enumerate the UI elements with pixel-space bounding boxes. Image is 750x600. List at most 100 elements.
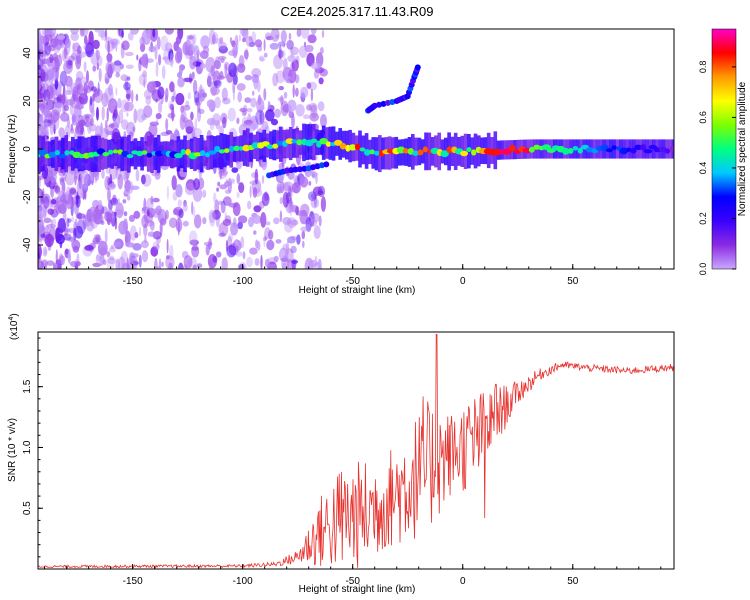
- noise-speck: [89, 117, 94, 126]
- colorbar-frame: [711, 28, 737, 270]
- noise-speck: [248, 216, 254, 228]
- noise-speck: [193, 90, 200, 103]
- noise-speck: [162, 56, 170, 61]
- noise-speck: [40, 191, 44, 206]
- noise-speck: [140, 240, 149, 249]
- noise-speck: [259, 105, 265, 111]
- noise-speck: [90, 171, 94, 182]
- noise-speck: [149, 121, 159, 127]
- noise-speck: [106, 251, 111, 258]
- noise-speck: [161, 65, 166, 80]
- noise-speck: [115, 258, 120, 269]
- noise-speck: [115, 87, 118, 96]
- colorbar-tick-label: 0.4: [698, 162, 708, 175]
- noise-speck: [268, 229, 274, 240]
- noise-speck: [53, 35, 59, 47]
- noise-speck: [70, 127, 75, 134]
- noise-speck: [109, 247, 116, 253]
- noise-speck: [208, 237, 212, 250]
- noise-speck: [126, 194, 131, 201]
- noise-speck: [266, 239, 275, 251]
- band-halo-cell: [645, 139, 649, 159]
- band-core-blob: [224, 148, 230, 154]
- spectrogram-y-label: Frequency (Hz): [7, 115, 18, 184]
- noise-speck: [307, 34, 317, 44]
- noise-speck: [49, 122, 54, 136]
- noise-speck: [70, 261, 78, 267]
- noise-speck: [69, 188, 77, 196]
- colorbar-label: Normalized spectral amplitude: [737, 81, 748, 216]
- noise-speck: [278, 162, 285, 171]
- noise-speck: [112, 241, 122, 247]
- band-core-blob: [112, 149, 119, 154]
- noise-speck: [298, 45, 308, 58]
- noise-speck: [216, 75, 225, 80]
- noise-speck: [168, 217, 178, 229]
- noise-speck: [77, 45, 82, 55]
- noise-speck: [132, 126, 135, 132]
- noise-speck: [143, 210, 154, 224]
- band-core-blob: [509, 144, 516, 152]
- noise-speck: [191, 71, 195, 80]
- noise-speck: [235, 251, 243, 257]
- noise-speck: [282, 39, 285, 47]
- band-core-blob: [605, 148, 613, 153]
- noise-speck: [289, 203, 292, 217]
- noise-speck: [94, 29, 102, 33]
- noise-speck: [136, 54, 139, 61]
- noise-speck: [280, 30, 287, 43]
- band-core-blob: [136, 150, 144, 157]
- noise-speck: [309, 112, 320, 122]
- noise-speck: [75, 218, 78, 228]
- noise-speck: [180, 109, 187, 124]
- noise-speck: [54, 182, 58, 191]
- noise-speck: [38, 175, 44, 181]
- band-core-blob: [460, 150, 469, 157]
- noise-speck: [44, 233, 54, 248]
- branch-blob: [296, 166, 303, 173]
- snr-x-ticks: -150 -100 -50 0 50: [44, 564, 662, 587]
- noise-speck: [306, 82, 312, 89]
- noise-speck: [214, 81, 218, 86]
- noise-speck: [290, 219, 299, 226]
- noise-speck: [292, 84, 295, 98]
- snr-y-multiplier: (x104): [8, 313, 20, 340]
- noise-speck: [222, 116, 227, 129]
- noise-speck: [291, 259, 299, 264]
- noise-speck: [192, 206, 196, 217]
- noise-speck: [169, 81, 175, 93]
- band-core-blob: [364, 149, 371, 156]
- noise-speck: [121, 29, 124, 38]
- noise-speck: [92, 65, 97, 72]
- noise-speck: [118, 220, 128, 235]
- noise-speck: [273, 217, 280, 225]
- noise-speck: [143, 197, 147, 214]
- noise-speck: [310, 197, 319, 209]
- band-core-blob: [261, 141, 270, 147]
- noise-speck: [263, 52, 268, 58]
- band-core-blob: [291, 139, 298, 144]
- band-core-blob: [541, 144, 551, 150]
- noise-speck: [133, 108, 138, 124]
- noise-speck: [101, 106, 105, 121]
- branch-blob: [292, 166, 299, 173]
- noise-speck: [320, 114, 327, 128]
- noise-speck: [157, 86, 165, 99]
- band-core-blob: [634, 144, 643, 150]
- noise-speck: [237, 215, 248, 224]
- noise-speck: [107, 40, 110, 55]
- noise-speck: [84, 245, 94, 251]
- noise-speck: [167, 112, 176, 119]
- noise-speck: [72, 112, 79, 124]
- noise-speck: [97, 199, 103, 211]
- noise-speck: [184, 119, 194, 133]
- noise-speck: [259, 110, 262, 124]
- noise-speck: [175, 35, 182, 45]
- noise-speck: [232, 43, 238, 59]
- noise-speck: [66, 78, 73, 94]
- noise-speck: [123, 82, 131, 91]
- noise-speck: [78, 76, 89, 90]
- noise-speck: [53, 185, 61, 193]
- noise-speck: [109, 183, 117, 188]
